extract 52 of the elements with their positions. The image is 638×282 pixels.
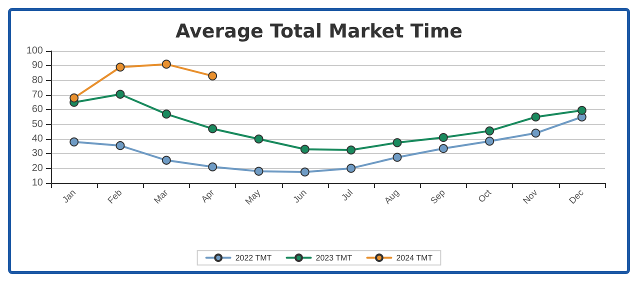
x-tick-label: Sep (428, 187, 447, 206)
x-tick-label: Jan (60, 187, 78, 205)
point (116, 62, 125, 72)
point (162, 60, 171, 69)
point (346, 146, 356, 154)
y-tick-label: 50 (32, 118, 44, 130)
point (577, 106, 586, 115)
x-tick-label: Aug (382, 187, 401, 206)
point (70, 137, 79, 146)
point (162, 156, 171, 165)
y-tick-label: 10 (32, 178, 44, 188)
x-tick-label: Nov (520, 187, 540, 206)
point (208, 162, 218, 172)
point (116, 90, 125, 99)
chart-title: Average Total Market Time (175, 20, 463, 42)
x-tick-label: Feb (106, 187, 124, 206)
point (300, 168, 310, 176)
x-tick-label: Oct (476, 187, 494, 204)
y-tick-label: 20 (32, 162, 44, 174)
point (392, 152, 402, 162)
point (162, 110, 171, 119)
point (254, 134, 264, 144)
y-tick-label: 70 (32, 90, 44, 100)
y-tick-label: 80 (32, 74, 44, 86)
x-tick-label: Jun (291, 187, 308, 205)
y-tick-label: 100 (26, 46, 44, 56)
x-tick-label: Apr (199, 187, 216, 204)
point (254, 166, 264, 176)
legend-label: 2024 TMT (396, 253, 433, 262)
y-tick-label: 90 (32, 60, 44, 72)
point (438, 144, 448, 154)
point (392, 138, 402, 148)
point (438, 133, 448, 142)
x-tick-label: May (243, 187, 263, 207)
point (208, 124, 218, 134)
point (70, 93, 79, 102)
legend-label: 2023 TMT (316, 253, 352, 262)
x-tick-label: Dec (567, 187, 586, 206)
point (346, 164, 356, 173)
legend-label: 2022 TMT (235, 253, 272, 262)
x-tick-label: Mar (152, 187, 170, 206)
point (531, 128, 540, 138)
x-tick-label: Jul (339, 187, 355, 203)
point (300, 144, 310, 154)
point (485, 136, 494, 146)
point (531, 112, 540, 122)
point (116, 141, 125, 150)
y-tick-label: 60 (32, 104, 44, 116)
y-tick-label: 40 (32, 134, 44, 144)
y-tick-label: 30 (32, 148, 44, 160)
point (485, 126, 494, 136)
point (208, 71, 218, 80)
